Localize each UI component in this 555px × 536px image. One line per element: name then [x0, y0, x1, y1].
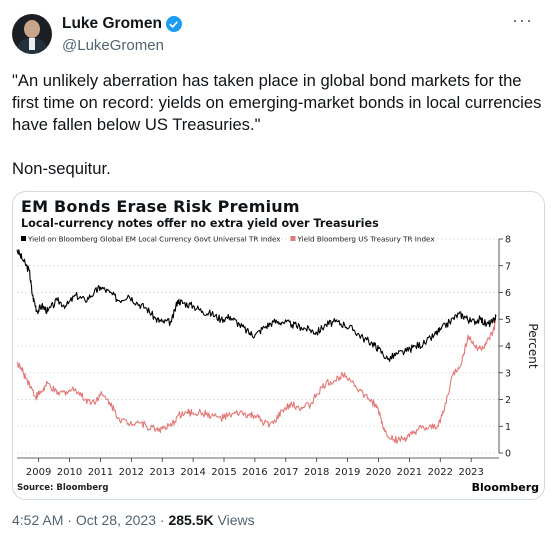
line-chart: 0 1 2 3 4 5 6 7 8 Percent 2009 2010 2011 2012 2013 2014… [16, 235, 540, 494]
chart-image-card[interactable]: EM Bonds Erase Risk Premium Local-curren… [12, 191, 545, 500]
avatar-face [24, 20, 40, 38]
tweet-date[interactable]: Oct 28, 2023 [75, 512, 156, 528]
author-handle[interactable]: @LukeGromen [62, 37, 164, 54]
tweet-text: "An unlikely aberration has taken place … [12, 71, 542, 134]
chart-source: Source: Bloomberg [17, 483, 108, 493]
series-line [16, 249, 497, 363]
x-tick-label: 2014 [180, 467, 205, 478]
x-tick-label: 2018 [304, 467, 329, 478]
x-tick-label: 2021 [397, 467, 422, 478]
legend-swatch [21, 236, 26, 241]
chart-subtitle: Local-currency notes offer no extra yiel… [21, 217, 379, 230]
avatar[interactable] [12, 14, 52, 54]
tweet-text-extra: Non-sequitur. [12, 159, 111, 178]
x-tick-label: 2013 [149, 467, 174, 478]
chart-brand: Bloomberg [472, 481, 539, 494]
verified-badge-icon [165, 16, 182, 32]
x-tick-label: 2010 [57, 467, 82, 478]
y-tick-label: 3 [505, 368, 511, 379]
x-tick-label: 2011 [88, 467, 113, 478]
meta-separator: · [159, 512, 165, 528]
series-line [16, 320, 497, 444]
avatar-shirt [29, 38, 35, 50]
y-tick-label: 7 [505, 261, 511, 272]
x-tick-label: 2017 [273, 467, 298, 478]
x-tick-label: 2023 [458, 467, 483, 478]
meta-separator: · [67, 512, 72, 528]
legend-entry: Yield Bloomberg US Treasury TR Index [297, 235, 436, 244]
y-tick-label: 8 [505, 235, 511, 246]
x-tick-label: 2016 [242, 467, 267, 478]
tweet-meta: 4:52 AM · Oct 28, 2023 · 285.5K Views [12, 512, 255, 528]
x-tick-label: 2012 [119, 467, 144, 478]
views-label: Views [217, 512, 255, 528]
x-tick-label: 2009 [26, 467, 51, 478]
y-tick-label: 1 [505, 422, 511, 433]
views-count: 285.5K [168, 512, 214, 528]
y-axis-label: Percent [526, 323, 540, 368]
x-tick-label: 2019 [335, 467, 360, 478]
legend-swatch [290, 236, 296, 241]
x-tick-label: 2015 [211, 467, 236, 478]
x-tick-label: 2020 [366, 467, 391, 478]
chart-title: EM Bonds Erase Risk Premium [21, 197, 300, 216]
author-name[interactable]: Luke Gromen [62, 15, 162, 32]
y-tick-label: 4 [505, 342, 511, 353]
tweet-time[interactable]: 4:52 AM [12, 512, 64, 528]
y-tick-label: 5 [505, 315, 511, 326]
x-tick-label: 2022 [428, 467, 453, 478]
legend-entry: Yield on Bloomberg Global EM Local Curre… [27, 235, 281, 244]
y-tick-label: 2 [505, 395, 511, 406]
more-horizontal-icon[interactable]: ··· [512, 10, 533, 30]
y-tick-label: 6 [505, 288, 511, 299]
y-tick-label: 0 [505, 449, 511, 460]
author-row: Luke Gromen [62, 15, 182, 33]
